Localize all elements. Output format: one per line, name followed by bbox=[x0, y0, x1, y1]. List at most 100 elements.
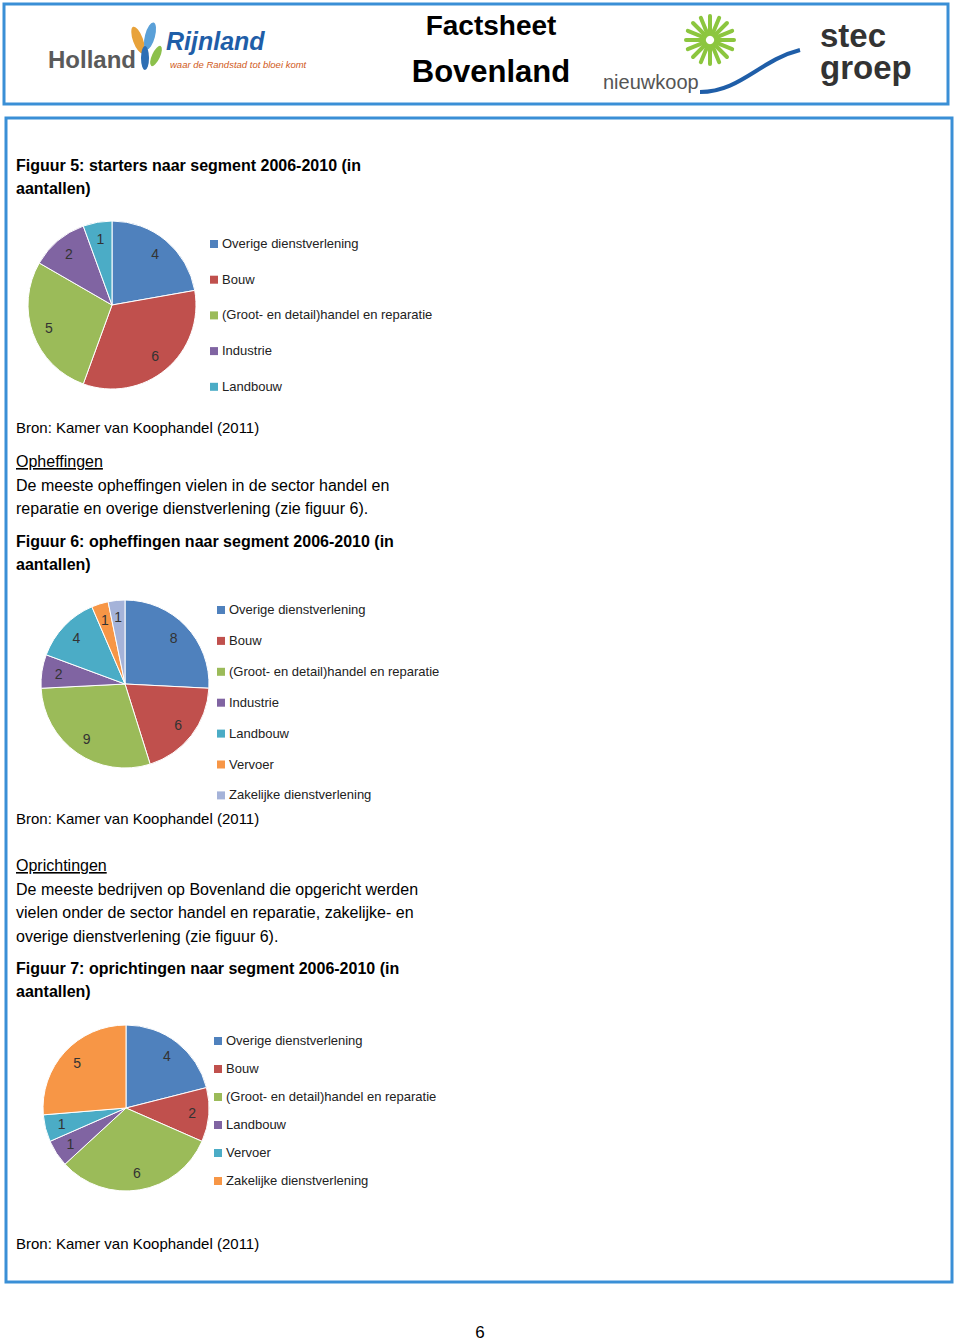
legend-swatch bbox=[217, 699, 225, 707]
logo-text: nieuwkoop bbox=[603, 71, 699, 93]
data-label: 2 bbox=[55, 666, 63, 682]
data-label: 5 bbox=[45, 320, 53, 336]
legend-swatch bbox=[217, 761, 225, 769]
data-label: 4 bbox=[72, 630, 80, 646]
legend-entry: (Groot- en detail)handel en reparatie bbox=[226, 1089, 436, 1104]
data-label: 8 bbox=[170, 630, 178, 646]
logo-ray bbox=[701, 18, 708, 35]
logo-ray bbox=[712, 46, 719, 63]
data-label: 6 bbox=[174, 717, 182, 733]
legend-entry: Landbouw bbox=[229, 726, 290, 741]
legend-swatch bbox=[210, 276, 218, 284]
pie-slice bbox=[108, 600, 125, 684]
legend-swatch bbox=[217, 637, 225, 645]
data-label: 6 bbox=[151, 348, 159, 364]
legend-swatch bbox=[210, 240, 218, 248]
logo-ray bbox=[708, 16, 712, 34]
pie-slice bbox=[41, 684, 150, 768]
section-heading: Opheffingen bbox=[16, 453, 103, 470]
data-label: 2 bbox=[65, 246, 73, 262]
legend-swatch bbox=[217, 730, 225, 738]
legend-entry: Zakelijke dienstverlening bbox=[226, 1173, 368, 1188]
legend-entry: Bouw bbox=[222, 272, 255, 287]
data-label: 1 bbox=[58, 1116, 66, 1132]
legend-swatch bbox=[210, 347, 218, 355]
caption-line: Figuur 7: oprichtingen naar segment 2006… bbox=[16, 960, 399, 977]
caption-line: Figuur 5: starters naar segment 2006-201… bbox=[16, 157, 361, 174]
caption-line: Figuur 6: opheffingen naar segment 2006-… bbox=[16, 533, 394, 550]
legend-entry: Zakelijke dienstverlening bbox=[229, 787, 371, 802]
logo-wave bbox=[700, 50, 800, 92]
page-number: 6 bbox=[475, 1323, 484, 1340]
legend-entry: Bouw bbox=[229, 633, 262, 648]
pie-slice bbox=[125, 600, 209, 688]
page-background bbox=[0, 0, 960, 1340]
logo-ray bbox=[716, 38, 734, 42]
legend-swatch bbox=[214, 1121, 222, 1129]
paragraph-line: De meeste bedrijven op Bovenland die opg… bbox=[16, 881, 418, 898]
legend-swatch bbox=[214, 1093, 222, 1101]
header-frame bbox=[4, 4, 948, 104]
data-label: 1 bbox=[101, 612, 109, 628]
legend-swatch bbox=[210, 383, 218, 391]
legend-entry: Industrie bbox=[222, 343, 272, 358]
legend-swatch bbox=[214, 1177, 222, 1185]
figure-source: Bron: Kamer van Koophandel (2011) bbox=[16, 419, 259, 436]
logo-text: groep bbox=[820, 49, 912, 86]
logo-petal bbox=[141, 46, 149, 70]
caption-line: aantallen) bbox=[16, 180, 91, 197]
data-label: 2 bbox=[188, 1105, 196, 1121]
logo-ray bbox=[716, 31, 733, 38]
figure-source: Bron: Kamer van Koophandel (2011) bbox=[16, 810, 259, 827]
content-frame bbox=[6, 118, 952, 1282]
logo-sunburst bbox=[686, 16, 734, 64]
legend-swatch bbox=[217, 606, 225, 614]
figure-caption: Figuur 6: opheffingen naar segment 2006-… bbox=[16, 533, 394, 573]
data-label: 5 bbox=[73, 1055, 81, 1071]
logo-ray bbox=[686, 38, 704, 42]
legend-swatch bbox=[214, 1037, 222, 1045]
data-label: 1 bbox=[114, 609, 122, 625]
logo-ray bbox=[708, 46, 712, 64]
legend-entry: (Groot- en detail)handel en reparatie bbox=[229, 664, 439, 679]
data-label: 1 bbox=[67, 1136, 75, 1152]
data-label: 4 bbox=[151, 246, 159, 262]
logo-tagline: waar de Randstad tot bloei komt bbox=[170, 59, 307, 70]
section-heading: Oprichtingen bbox=[16, 857, 107, 874]
data-label: 6 bbox=[133, 1165, 141, 1181]
pie-chart bbox=[43, 1025, 209, 1191]
paragraph-line: reparatie en overige dienstverlening (zi… bbox=[16, 500, 368, 517]
paragraph-line: vielen onder de sector handel en reparat… bbox=[16, 904, 414, 921]
legend-entry: (Groot- en detail)handel en reparatie bbox=[222, 307, 432, 322]
legend-swatch bbox=[217, 668, 225, 676]
caption-line: aantallen) bbox=[16, 983, 91, 1000]
figure-caption: Figuur 7: oprichtingen naar segment 2006… bbox=[16, 960, 399, 1000]
legend-entry: Landbouw bbox=[222, 379, 283, 394]
legend-entry: Landbouw bbox=[226, 1117, 287, 1132]
pie-slice bbox=[83, 221, 112, 305]
page: Holland Rijnland waar de Randstad tot bloe… bbox=[0, 0, 960, 1340]
figure-source: Bron: Kamer van Koophandel (2011) bbox=[16, 1235, 259, 1252]
data-label: 4 bbox=[163, 1048, 171, 1064]
header-title: Factsheet bbox=[426, 10, 557, 41]
legend-entry: Vervoer bbox=[226, 1145, 271, 1160]
legend-entry: Industrie bbox=[229, 695, 279, 710]
figure-caption: Figuur 5: starters naar segment 2006-201… bbox=[16, 157, 361, 197]
legend-swatch bbox=[214, 1065, 222, 1073]
pie-slice bbox=[43, 1025, 126, 1115]
logo-text: Holland bbox=[48, 46, 136, 73]
legend-entry: Vervoer bbox=[229, 757, 274, 772]
legend-entry: Overige dienstverlening bbox=[226, 1033, 363, 1048]
legend-swatch bbox=[217, 791, 225, 799]
pie-chart bbox=[41, 600, 209, 768]
data-label: 1 bbox=[96, 231, 104, 247]
logo-ray bbox=[688, 42, 705, 49]
legend-entry: Overige dienstverlening bbox=[222, 236, 359, 251]
caption-line: aantallen) bbox=[16, 556, 91, 573]
data-label: 9 bbox=[83, 731, 91, 747]
paragraph-line: overige dienstverlening (zie figuur 6). bbox=[16, 928, 278, 945]
legend-swatch bbox=[214, 1149, 222, 1157]
logo-text: Rijnland bbox=[166, 27, 265, 55]
paragraph-line: De meeste opheffingen vielen in de secto… bbox=[16, 477, 389, 494]
legend-swatch bbox=[210, 311, 218, 319]
